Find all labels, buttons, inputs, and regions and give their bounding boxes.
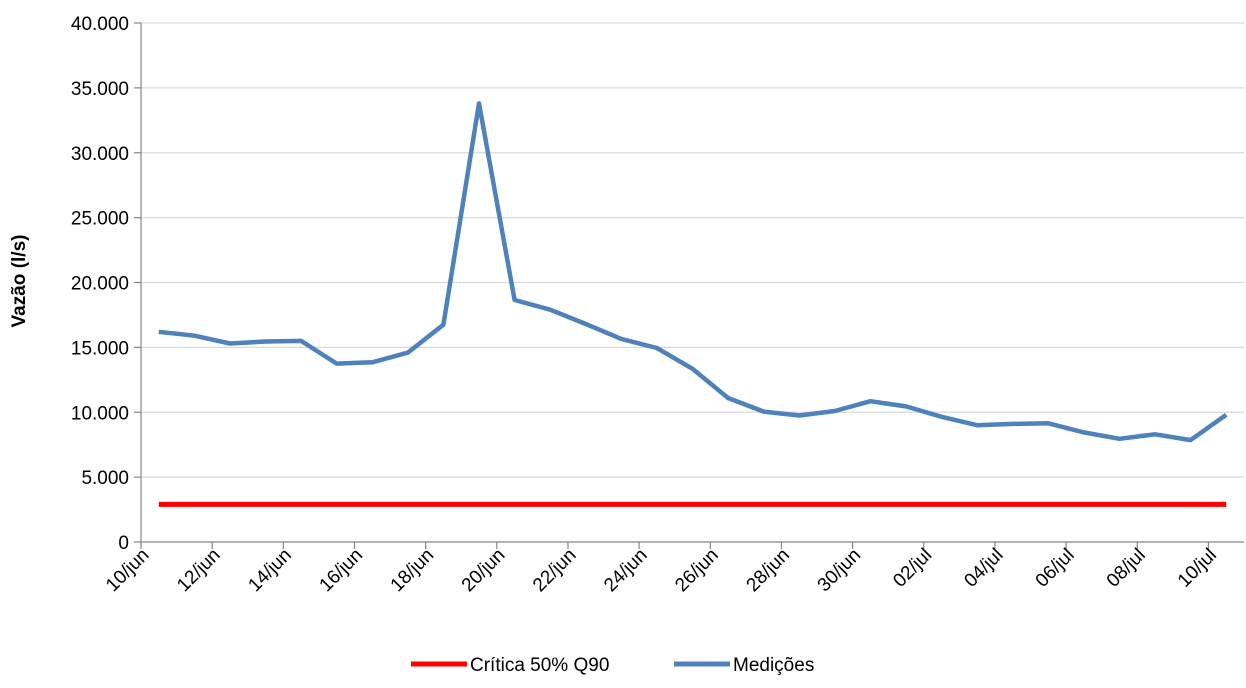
y-tick-label: 30.000 xyxy=(71,144,129,165)
y-tick-label: 20.000 xyxy=(71,274,129,295)
y-tick-label: 0 xyxy=(118,533,129,554)
x-tick-label: 26/jun xyxy=(671,545,722,596)
legend-entry-medicoes-label: Medições xyxy=(733,655,814,676)
x-tick-label: 06/jul xyxy=(1032,545,1079,592)
y-axis-ticks: 0 5.000 10.000 15.000 20.000 25.000 30.000 35.0… xyxy=(71,14,141,554)
x-tick-label: 04/jul xyxy=(961,545,1008,592)
x-tick-label: 20/jun xyxy=(458,545,509,596)
x-tick-label: 30/jun xyxy=(814,545,865,596)
y-tick-label: 40.000 xyxy=(71,14,129,35)
y-axis-label: Vazão (l/s) xyxy=(9,235,30,328)
y-tick-label: 35.000 xyxy=(71,79,129,100)
y-tick-label: 25.000 xyxy=(71,209,129,230)
x-tick-label: 22/jun xyxy=(529,545,580,596)
x-tick-label: 14/jun xyxy=(244,545,295,596)
y-tick-label: 15.000 xyxy=(71,338,129,359)
y-tick-label: 10.000 xyxy=(71,403,129,424)
legend: Crítica 50% Q90 Medições xyxy=(411,655,814,676)
legend-entry-critica-label: Crítica 50% Q90 xyxy=(470,655,609,676)
x-tick-label: 12/jun xyxy=(173,545,224,596)
gridlines xyxy=(141,22,1244,478)
x-tick-label: 08/jul xyxy=(1103,545,1150,592)
x-tick-label: 24/jun xyxy=(600,545,651,596)
y-tick-label: 5.000 xyxy=(81,468,129,489)
x-tick-label: 16/jun xyxy=(316,545,367,596)
x-tick-label: 02/jul xyxy=(889,545,936,592)
x-tick-label: 10/jul xyxy=(1174,545,1221,592)
x-tick-label: 18/jun xyxy=(387,545,438,596)
x-axis-ticks: 10/jun 12/jun 14/jun 16/jun 18/jun 20/jun 22/j… xyxy=(102,542,1221,596)
series-line-medicoes xyxy=(158,101,1228,443)
series-lines xyxy=(158,101,1228,507)
x-tick-label: 28/jun xyxy=(743,545,794,596)
